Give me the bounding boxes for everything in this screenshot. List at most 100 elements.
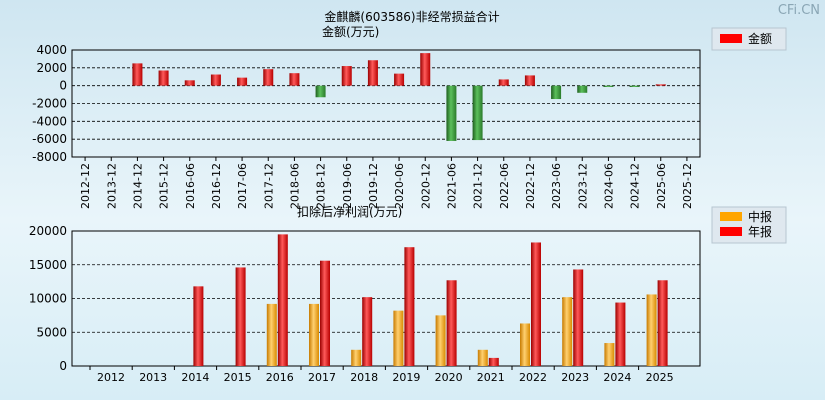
- chart1-xtick-label: 2024-06: [602, 163, 615, 209]
- chart1-plot-frame: [71, 49, 701, 158]
- chart1-bar: [237, 77, 248, 86]
- chart1-bar: [472, 85, 483, 141]
- chart1-legend-label: 金额: [748, 31, 772, 46]
- chart2-bar-mid: [520, 323, 530, 366]
- chart2-xtick-label: 2021: [477, 371, 505, 384]
- chart1-ytick-label: 2000: [36, 61, 67, 75]
- chart2-bar-annual: [488, 357, 499, 366]
- chart2-bar-annual: [657, 280, 668, 366]
- chart1-xtick-label: 2023-12: [576, 163, 589, 209]
- chart1-bar: [498, 79, 509, 86]
- chart1-xtick-label: 2018-12: [315, 163, 328, 209]
- chart2-bar-mid: [351, 349, 362, 366]
- chart2-ytick-label: 10000: [29, 292, 67, 306]
- chart1-bar: [577, 85, 588, 93]
- chart1-xtick-label: 2025-06: [655, 163, 668, 209]
- chart2-legend-label-mid: 中报: [748, 209, 772, 224]
- chart2-bar-annual: [235, 267, 246, 366]
- chart2-bar-mid: [562, 297, 573, 366]
- watermark: CFi.CN: [778, 3, 820, 18]
- chart2-bar-annual: [531, 242, 541, 366]
- chart1-xtick-label: 2020-06: [393, 163, 406, 209]
- chart1-bar: [210, 74, 221, 86]
- chart2-title: 扣除后净利润(万元): [297, 204, 402, 219]
- chart1-xtick-label: 2017-12: [262, 163, 275, 209]
- chart1-bar: [132, 63, 143, 86]
- chart1-xtick-label: 2020-12: [419, 163, 432, 209]
- chart1-xtick-label: 2025-12: [681, 163, 694, 209]
- chart1-xtick-label: 2024-12: [629, 163, 642, 209]
- chart2-bar-annual: [404, 247, 415, 366]
- chart2-bar-annual: [615, 302, 626, 366]
- chart1-bar: [263, 69, 274, 86]
- chart1-bar: [551, 85, 562, 100]
- chart2-xtick-label: 2022: [519, 371, 547, 384]
- chart2-xtick-label: 2025: [646, 371, 674, 384]
- chart2-bar-annual: [277, 234, 288, 366]
- chart1-bar: [341, 66, 352, 86]
- chart1-xtick-label: 2014-12: [131, 163, 144, 209]
- chart1-legend: 金额: [711, 27, 787, 51]
- chart1-bar: [603, 85, 614, 88]
- chart1-ytick-label: -4000: [32, 114, 67, 128]
- chart1-ytick-label: 0: [59, 79, 67, 93]
- chart1-xtick-label: 2022-12: [524, 163, 537, 209]
- chart1-ytick-label: -2000: [32, 97, 67, 111]
- chart2-ytick-label: 5000: [36, 325, 67, 339]
- chart1-xtick-label: 2012-12: [79, 163, 92, 209]
- chart1-xtick-label: 2016-12: [210, 163, 223, 209]
- chart2-xtick-label: 2015: [224, 371, 252, 384]
- chart2-xtick-label: 2017: [308, 371, 336, 384]
- chart2-bar-annual: [446, 280, 457, 366]
- chart1-bar: [289, 73, 300, 86]
- chart1-ytick-label: 4000: [36, 43, 67, 57]
- chart1-bar: [394, 73, 405, 86]
- chart2-bar-mid: [309, 303, 319, 366]
- chart2-xtick-label: 2020: [435, 371, 463, 384]
- chart1-legend-box: [711, 27, 787, 51]
- chart2-legend-label-annual: 年报: [748, 224, 772, 239]
- chart1-bar: [446, 85, 457, 141]
- chart1-ytick-label: -6000: [32, 132, 67, 146]
- chart2-bar-mid: [646, 294, 657, 366]
- chart2-legend-swatch-mid: [720, 212, 742, 221]
- chart1-title: 金麒麟(603586)非经常损益合计: [324, 9, 499, 24]
- chart2-bar-mid: [477, 349, 488, 366]
- chart2-bar-annual: [362, 297, 373, 366]
- chart1-xtick-label: 2022-06: [498, 163, 511, 209]
- chart1-bar: [315, 85, 326, 98]
- chart1-xtick-label: 2019-06: [341, 163, 354, 209]
- chart1-xtick-label: 2017-06: [236, 163, 249, 209]
- chart1-xtick-label: 2018-06: [288, 163, 301, 209]
- chart2-xtick-label: 2024: [603, 371, 631, 384]
- chart2-legend-swatch-annual: [720, 227, 742, 236]
- chart1-ytick-label: -8000: [32, 150, 67, 164]
- chart1-bar: [629, 85, 640, 88]
- chart2-bar-annual: [573, 269, 584, 366]
- chart1-xtick-label: 2015-12: [158, 163, 171, 209]
- chart2-bar-mid: [266, 303, 277, 366]
- chart2-xtick-label: 2018: [350, 371, 378, 384]
- chart1-xtick-label: 2021-06: [445, 163, 458, 209]
- chart2-bar-annual: [320, 260, 330, 366]
- chart1-bar: [420, 53, 431, 86]
- chart2-bar-annual: [193, 286, 204, 366]
- chart1-xtick-label: 2023-06: [550, 163, 563, 209]
- chart1-bar: [524, 75, 535, 86]
- chart2-bar-mid: [604, 343, 615, 366]
- chart2-legend: 中报 年报: [711, 206, 787, 244]
- chart2-ytick-label: 15000: [29, 258, 67, 272]
- chart2-bar-mid: [393, 310, 404, 366]
- chart1-ylabel: 金额(万元): [322, 24, 379, 39]
- chart1-xtick-label: 2016-06: [184, 163, 197, 209]
- chart2-xtick-label: 2012: [97, 371, 125, 384]
- chart1-xtick-label: 2013-12: [105, 163, 118, 209]
- chart1-bar: [158, 70, 169, 86]
- chart1-bar: [367, 60, 378, 86]
- chart1-bar: [184, 80, 195, 86]
- chart2-bar-mid: [435, 315, 446, 366]
- chart2-xtick-label: 2013: [139, 371, 167, 384]
- chart2-xtick-label: 2023: [561, 371, 589, 384]
